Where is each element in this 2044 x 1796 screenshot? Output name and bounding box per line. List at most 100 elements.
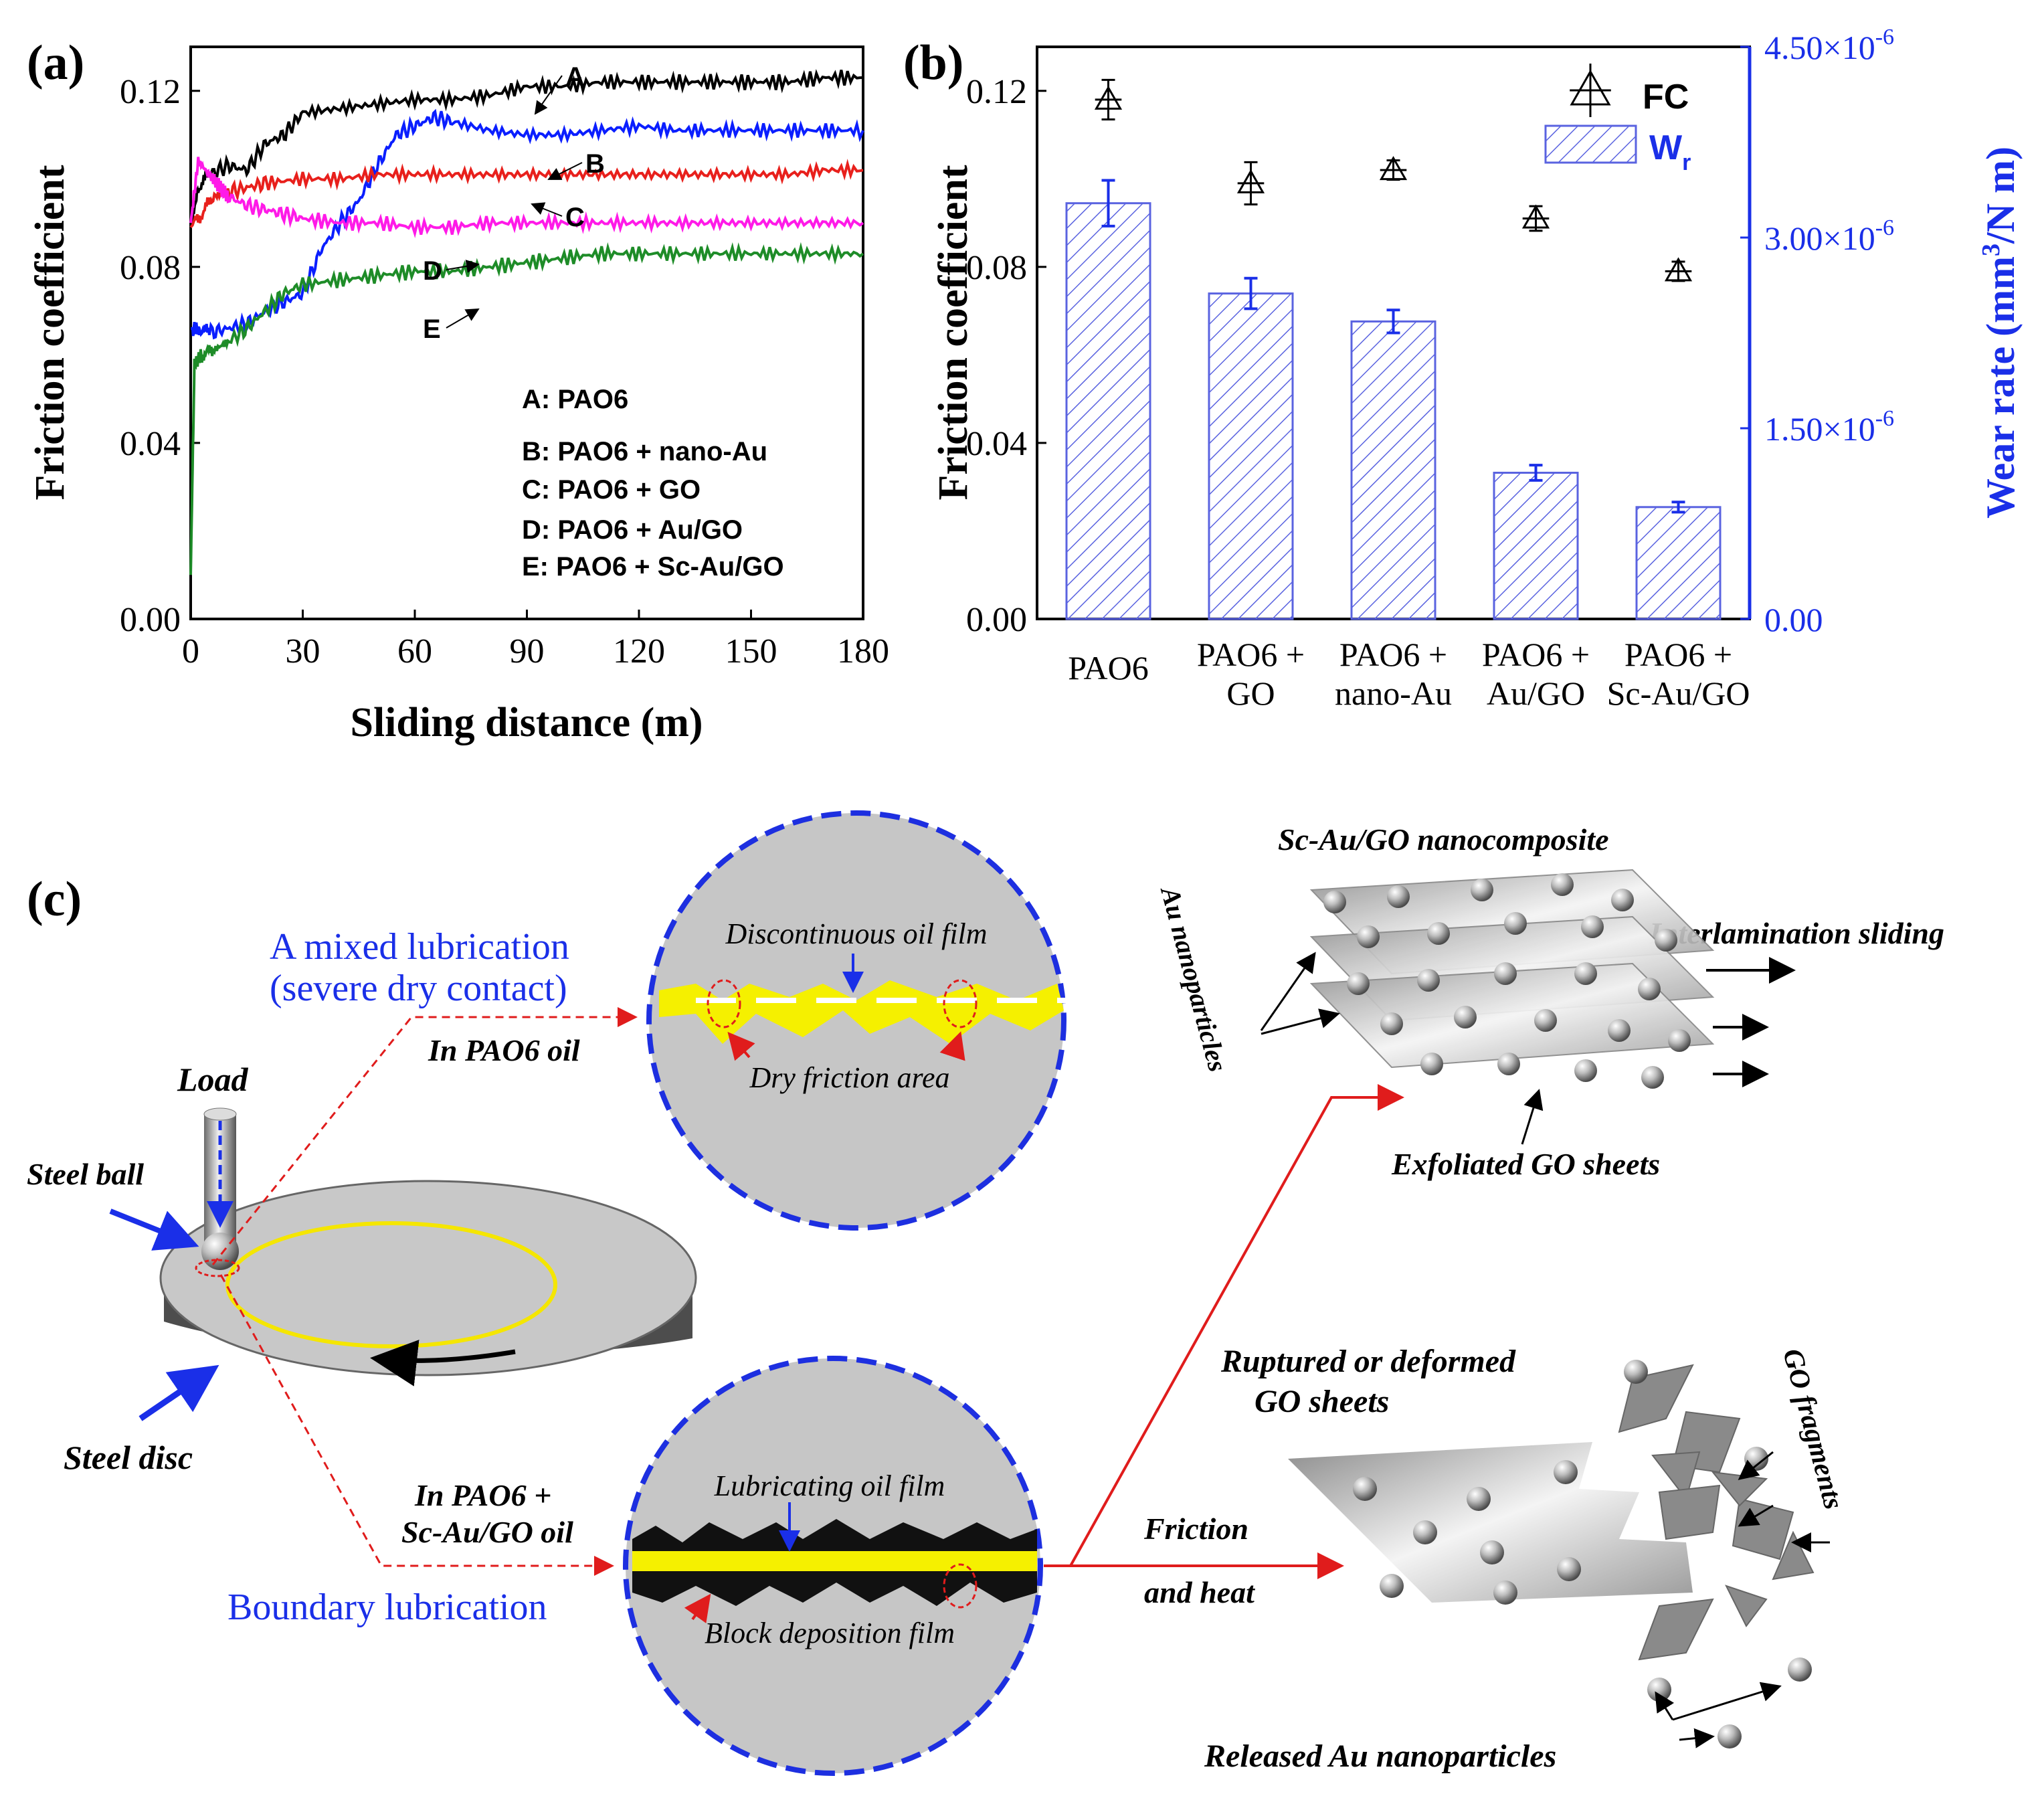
discontinuous-film [659, 980, 1064, 1044]
wr-bar [1635, 506, 1722, 620]
au-ball [1494, 962, 1517, 985]
au-particles [1323, 873, 1691, 1089]
chart-a-xtick-label: 120 [613, 632, 665, 670]
chart-b-fc-points [1094, 78, 1693, 282]
au-ball [1493, 1581, 1517, 1605]
curve-label-pointer [446, 260, 480, 273]
chart-a-legend: A: PAO6 B: PAO6 + nano-Au C: PAO6 + GO D… [522, 385, 784, 581]
chart-b-rtick-exp: -6 [1875, 406, 1894, 431]
label-steel-disc: Steel disc [64, 1439, 193, 1476]
au-ball [1427, 922, 1450, 945]
chart-a-ylabel: Friction coefficient [27, 165, 73, 500]
chart-b-category-label: Au/GO [1487, 675, 1585, 712]
au-ball [1497, 1053, 1520, 1075]
au-ball [1554, 1460, 1578, 1484]
curve-d [189, 157, 864, 239]
legend-item-e: E: PAO6 + Sc-Au/GO [522, 552, 784, 581]
chart-b-category-label: nano-Au [1335, 675, 1452, 712]
wr-bar [1208, 292, 1294, 620]
au-ball [1574, 1059, 1597, 1082]
legend-fc: FC [1643, 78, 1689, 116]
label-block: Block deposition film [705, 1617, 955, 1649]
chart-b-ylabel-right: Wear rate (mm3/N m) [1977, 147, 2023, 519]
au-ball [1387, 885, 1410, 908]
go-fragment [1651, 1451, 1701, 1501]
chart-a-ytick-label: 0.08 [120, 249, 181, 287]
chart-b-rtick-mant: 3.00×10 [1764, 219, 1875, 257]
curve-e [189, 242, 864, 575]
label-steel-ball: Steel ball [27, 1157, 144, 1191]
label-au-nanoparticles: Au nanoparticles [1155, 882, 1234, 1075]
label-exfoliated: Exfoliated GO sheets [1391, 1147, 1660, 1181]
chart-b-category-label: PAO6 + [1482, 636, 1590, 673]
chart-b-ticks: 0.000.040.080.120.001.50×10-63.00×10-64.… [966, 25, 1894, 639]
chart-b-ylabel-right-a: Wear rate (mm [1978, 256, 2023, 519]
rotation-arrow [370, 1340, 516, 1386]
chart-b-rtick-exp: -6 [1875, 25, 1894, 50]
curve-label-b: B [585, 149, 605, 179]
au-ball [1655, 929, 1677, 952]
fc-point [1094, 85, 1123, 110]
chart-a-ytick-label: 0.04 [120, 425, 181, 463]
lubricating-film [632, 1551, 1037, 1571]
chart-b-ytick-label: 0.08 [966, 249, 1027, 287]
wr-bar [1493, 472, 1579, 620]
label-ruptured-2: GO sheets [1255, 1384, 1389, 1419]
legend-wr-sub: r [1682, 150, 1691, 175]
contact-circle-upper: Discontinuous oil film Dry friction area [646, 810, 1071, 1231]
label-dry-friction: Dry friction area [749, 1061, 950, 1094]
go-fragment [1638, 1598, 1714, 1661]
chart-b-ytick-label: 0.12 [966, 73, 1027, 111]
chart-a-ytick-label: 0.12 [120, 73, 181, 111]
legend-item-c: C: PAO6 + GO [522, 475, 701, 505]
fc-point [1664, 257, 1693, 282]
go-fragment [1732, 1498, 1794, 1560]
nanocomposite-illustration: Sc-Au/GO nanocomposite Au nanoparticles … [1155, 822, 1944, 1181]
tribometer: Load Steel ball Steel disc [27, 1007, 697, 1576]
chart-a-xtick-label: 60 [397, 632, 432, 670]
au-ball [1717, 1724, 1742, 1748]
fc-point [1379, 156, 1408, 181]
chart-a-curve-labels: A BC DE [423, 62, 605, 344]
contact-circle-lower: Lubricating oil film Block deposition fi… [623, 1356, 1043, 1776]
chart-b-rtick-label: 3.00×10-6 [1764, 215, 1894, 257]
au-ball [1638, 978, 1661, 1000]
au-ball [1413, 1520, 1437, 1544]
au-ball [1624, 1360, 1648, 1384]
chart-b-ytick-label: 0.00 [966, 601, 1027, 639]
chart-b-ylabel: Friction coefficient [931, 165, 976, 500]
label-in-pao6-sc-1: In PAO6 + [414, 1478, 551, 1512]
wr-bar [1065, 202, 1151, 620]
steel-disc-arrow [138, 1364, 219, 1421]
go-sheet-3 [1309, 962, 1715, 1069]
contact-zone [195, 1259, 240, 1277]
curve-label-e: E [423, 315, 441, 344]
label-released: Released Au nanoparticles [1204, 1738, 1556, 1774]
chart-b-category-label: PAO6 + [1197, 636, 1305, 673]
mixed-title-2: (severe dry contact) [270, 968, 567, 1009]
chart-a-xlabel: Sliding distance (m) [350, 700, 703, 745]
chart-b-rtick-label: 4.50×10-6 [1764, 25, 1894, 66]
au-ball [1471, 879, 1493, 901]
au-ball [1347, 972, 1370, 995]
au-ball [1788, 1657, 1812, 1682]
chart-b-ytick-label: 0.04 [966, 425, 1027, 463]
curve-label-d: D [423, 256, 442, 286]
dry-area-1 [707, 979, 741, 1028]
chart-a-xtick-label: 30 [286, 632, 320, 670]
curve-a [189, 69, 864, 228]
au-ball [1581, 915, 1604, 938]
au-ball [1534, 1009, 1557, 1032]
dry-area-2 [943, 979, 978, 1028]
label-and-heat: and heat [1144, 1575, 1255, 1609]
legend-wr: Wr [1649, 128, 1691, 175]
au-ball [1417, 969, 1440, 992]
au-ball [1467, 1487, 1491, 1511]
chart-a-xtick-label: 150 [725, 632, 777, 670]
chart-a-xtick-label: 90 [510, 632, 545, 670]
boundary-title: Boundary lubrication [227, 1587, 547, 1628]
curve-label-pointer [531, 202, 563, 217]
fc-point [1521, 204, 1550, 229]
chart-b: 0.000.040.080.120.001.50×10-63.00×10-64.… [931, 25, 2023, 712]
